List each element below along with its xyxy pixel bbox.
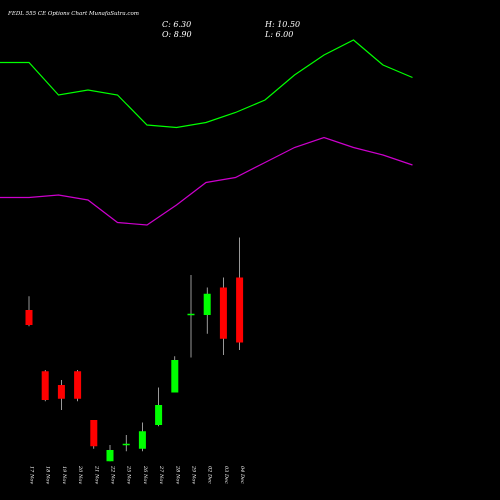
candle-1	[41, 370, 49, 402]
candle-body	[74, 371, 82, 399]
x-tick-label: 17 Nov	[29, 466, 35, 484]
x-tick-label: 03 Dec	[223, 466, 229, 484]
x-tick-label: 02 Dec	[207, 466, 213, 484]
x-tick-label: 29 Nov	[191, 465, 197, 484]
candle-body	[90, 420, 98, 447]
candle-2	[57, 380, 65, 410]
x-tick-label: 25 Nov	[126, 465, 132, 484]
candle-body	[236, 277, 244, 343]
candle-body	[138, 431, 146, 449]
candle-0	[25, 296, 33, 327]
close-value: C: 6.30	[162, 20, 191, 29]
x-tick-label: 28 Nov	[174, 465, 180, 484]
x-tick-label: 21 Nov	[93, 465, 99, 484]
candle-body	[25, 310, 33, 325]
candle-7	[138, 422, 146, 452]
bands-layer	[0, 39, 413, 226]
candle-body	[122, 443, 130, 446]
upper-band-line	[0, 39, 413, 129]
candle-body	[106, 450, 114, 462]
x-axis-labels: 17 Nov 18 Nov 19 Nov 20 Nov 21 Nov 22 Nov 25 N…	[29, 465, 246, 484]
candle-body	[187, 313, 195, 316]
candle-body	[171, 360, 179, 393]
x-tick-label: 26 Nov	[142, 465, 148, 484]
candle-6	[122, 435, 130, 452]
candle-11	[203, 287, 211, 334]
open-value: O: 8.90	[162, 30, 192, 39]
candle-body	[57, 385, 65, 399]
lower-band-line	[0, 136, 413, 226]
candles-layer	[25, 237, 244, 462]
candle-body	[219, 287, 227, 339]
candle-5	[106, 445, 114, 462]
x-tick-label: 19 Nov	[61, 466, 67, 484]
x-tick-label: 04 Dec	[239, 466, 245, 484]
chart-title: FEDL 555 CE Options Chart MunafaSutra.co…	[7, 11, 139, 17]
x-tick-label: 27 Nov	[158, 465, 164, 484]
candle-12	[219, 277, 227, 355]
candle-13	[236, 237, 244, 350]
low-value: L: 6.00	[264, 30, 293, 39]
high-value: H: 10.50	[264, 20, 300, 29]
candle-10	[187, 275, 195, 358]
candle-8	[155, 387, 163, 427]
candle-body	[203, 293, 211, 315]
x-tick-label: 22 Nov	[110, 465, 116, 484]
candle-body	[155, 405, 163, 425]
candle-9	[171, 356, 179, 393]
x-tick-label: 18 Nov	[45, 466, 51, 484]
x-tick-label: 20 Nov	[77, 465, 83, 484]
candle-4	[90, 420, 98, 449]
candle-body	[41, 371, 49, 400]
candle-3	[74, 370, 82, 402]
